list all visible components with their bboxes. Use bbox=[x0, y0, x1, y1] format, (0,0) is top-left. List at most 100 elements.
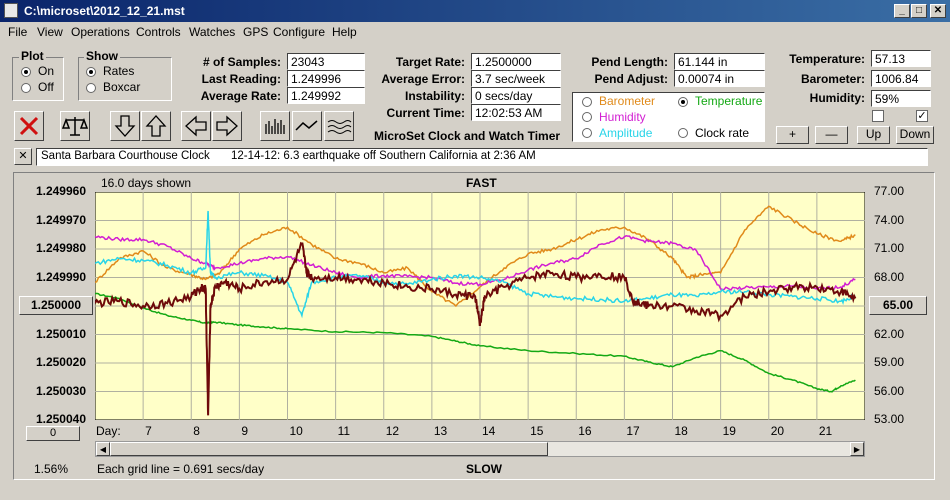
amplitude-option[interactable]: Amplitude bbox=[599, 126, 653, 140]
x-tick-label: 15 bbox=[530, 424, 544, 438]
balance-button[interactable] bbox=[60, 111, 90, 141]
arrow-left-button[interactable] bbox=[181, 111, 211, 141]
arrow-up-button[interactable] bbox=[141, 111, 171, 141]
x-tick-label: 11 bbox=[337, 424, 351, 438]
amplitude-radio[interactable] bbox=[582, 128, 592, 138]
days-shown-label: 16.0 days shown bbox=[101, 176, 192, 190]
scroll-left-button[interactable]: ◀ bbox=[96, 442, 110, 456]
arrow-right-icon bbox=[216, 115, 238, 137]
last-reading-field: 1.249996 bbox=[287, 70, 365, 87]
note-clock-name: Santa Barbara Courthouse Clock bbox=[41, 150, 210, 162]
x-tick-label: 9 bbox=[241, 424, 249, 438]
pend-length-field[interactable]: 61.144 in bbox=[674, 53, 765, 70]
show-rates-radio[interactable] bbox=[86, 67, 96, 77]
y-left-tick-label: 1.249960 bbox=[35, 184, 86, 198]
menu-view[interactable]: View bbox=[37, 25, 63, 39]
x-tick-label: 18 bbox=[674, 424, 688, 438]
note-field[interactable]: Santa Barbara Courthouse Clock 12-14-12:… bbox=[36, 148, 928, 166]
plot-on-radio[interactable] bbox=[21, 67, 31, 77]
wave-graph-icon bbox=[327, 120, 352, 134]
show-group bbox=[78, 57, 172, 101]
minimize-button[interactable]: _ bbox=[894, 4, 910, 18]
maximize-button[interactable]: □ bbox=[911, 4, 927, 18]
line-graph-button[interactable] bbox=[292, 111, 322, 141]
bar-graph-button[interactable] bbox=[260, 111, 290, 141]
horizontal-scrollbar[interactable]: ◀ ▶ bbox=[95, 441, 865, 457]
chart-grid bbox=[95, 192, 865, 420]
y-right-tick-label: 77.00 bbox=[874, 184, 905, 198]
humidity-field: 59% bbox=[871, 90, 931, 107]
close-x-button[interactable] bbox=[14, 111, 44, 141]
target-rate-field[interactable]: 1.2500000 bbox=[471, 53, 561, 70]
slow-label: SLOW bbox=[466, 462, 502, 476]
pend-adjust-label: Pend Adjust: bbox=[594, 72, 668, 86]
arrow-down-button[interactable] bbox=[110, 111, 140, 141]
average-error-label: Average Error: bbox=[381, 72, 465, 86]
instability-field: 0 secs/day bbox=[471, 87, 561, 104]
plot-off-radio[interactable] bbox=[21, 83, 31, 93]
menu-watches[interactable]: Watches bbox=[189, 25, 236, 39]
offset-button[interactable]: 0 bbox=[26, 426, 80, 441]
app-icon bbox=[4, 3, 18, 18]
show-boxcar-radio[interactable] bbox=[86, 83, 96, 93]
x-tick-label: 12 bbox=[385, 424, 400, 438]
y-right-tick-label: 62.00 bbox=[874, 326, 905, 341]
x-tick-label: 20 bbox=[770, 424, 785, 438]
y-left-tick-label: 1.249970 bbox=[35, 212, 86, 227]
temperature-label: Temperature: bbox=[789, 52, 865, 66]
x-tick-label: 19 bbox=[722, 424, 736, 438]
arrow-left-icon bbox=[185, 115, 207, 137]
pend-adjust-field: 0.00074 in bbox=[674, 70, 765, 87]
humidity-radio[interactable] bbox=[582, 112, 592, 122]
menu-help[interactable]: Help bbox=[332, 25, 357, 39]
menu-gps[interactable]: GPS bbox=[243, 25, 269, 39]
rate-chart bbox=[95, 192, 865, 420]
menu-configure[interactable]: Configure bbox=[273, 25, 326, 39]
scale-down-button[interactable]: Down bbox=[896, 126, 934, 144]
percent-label: 1.56% bbox=[34, 462, 69, 476]
arrow-right-button[interactable] bbox=[212, 111, 242, 141]
menu-controls[interactable]: Controls bbox=[136, 25, 181, 39]
current-time-label: Current Time: bbox=[386, 106, 465, 120]
overlay-checkbox-2[interactable]: ✓ bbox=[916, 110, 928, 122]
clock-rate-option[interactable]: Clock rate bbox=[695, 126, 750, 140]
humidity-label: Humidity: bbox=[809, 91, 865, 105]
window-title: C:\microset\2012_12_21.mst bbox=[24, 4, 185, 18]
plot-off-label: Off bbox=[38, 80, 54, 94]
barometer-field: 1006.84 bbox=[871, 70, 931, 87]
scale-up-button[interactable]: Up bbox=[857, 126, 890, 144]
scroll-right-button[interactable]: ▶ bbox=[850, 442, 864, 456]
plot-on-label: On bbox=[38, 64, 55, 78]
overlay-checkbox-1[interactable] bbox=[872, 110, 884, 122]
x-tick-label: 16 bbox=[578, 424, 592, 438]
menu-operations[interactable]: Operations bbox=[71, 25, 130, 39]
barometer-option[interactable]: Barometer bbox=[599, 94, 656, 108]
clock-rate-radio[interactable] bbox=[678, 128, 688, 138]
barometer-label: Barometer: bbox=[800, 72, 865, 86]
average-error-field: 3.7 sec/week bbox=[471, 70, 561, 87]
center-temperature-button[interactable]: 65.00 bbox=[869, 296, 927, 315]
temperature-radio[interactable] bbox=[678, 97, 688, 107]
y-left-tick-label: 1.249980 bbox=[35, 241, 86, 255]
y-right-tick-label: 59.00 bbox=[874, 355, 905, 369]
temperature-option[interactable]: Temperature bbox=[695, 94, 763, 108]
menu-file[interactable]: File bbox=[8, 25, 28, 39]
show-rates-label: Rates bbox=[103, 64, 135, 78]
barometer-radio[interactable] bbox=[582, 97, 592, 107]
scale-minus-button[interactable]: — bbox=[815, 126, 848, 144]
center-rate-button[interactable]: 1.250000 bbox=[19, 296, 93, 315]
target-rate-label: Target Rate: bbox=[395, 55, 465, 69]
x-tick-label: 13 bbox=[433, 424, 448, 438]
humidity-option[interactable]: Humidity bbox=[599, 110, 646, 124]
x-tick-label: 7 bbox=[145, 424, 152, 438]
scale-plus-button[interactable]: + bbox=[776, 126, 809, 144]
clear-note-button[interactable]: ✕ bbox=[14, 148, 32, 165]
title-bar: C:\microset\2012_12_21.mst _ □ ✕ bbox=[0, 0, 950, 22]
plot-group-title: Plot bbox=[19, 49, 46, 63]
wave-graph-button[interactable] bbox=[324, 111, 354, 141]
scroll-thumb[interactable] bbox=[110, 442, 548, 456]
app-name: MicroSet Clock and Watch Timer bbox=[374, 129, 561, 143]
close-window-button[interactable]: ✕ bbox=[930, 4, 946, 18]
y-right-tick-label: 56.00 bbox=[874, 383, 905, 398]
instability-label: Instability: bbox=[404, 89, 465, 103]
